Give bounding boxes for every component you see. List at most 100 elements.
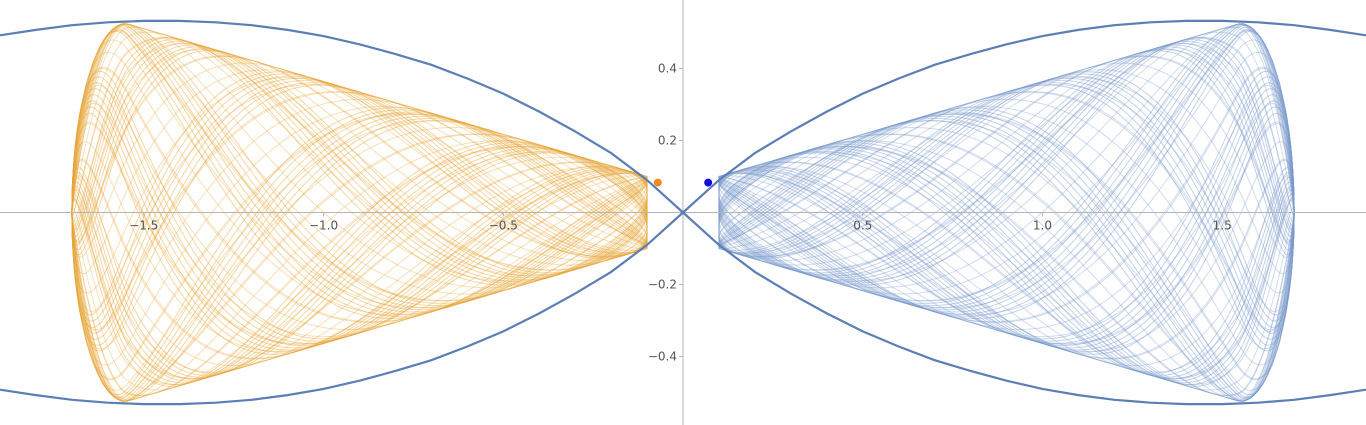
trajectory-line: [71, 23, 648, 311]
trajectory-line: [71, 140, 648, 401]
trajectory-line: [71, 118, 648, 402]
trajectory-line: [718, 88, 1295, 346]
trajectory-line: [718, 94, 1295, 349]
trajectory-line: [71, 169, 648, 367]
trajectory-line: [71, 49, 648, 262]
trajectory-line: [71, 42, 648, 281]
trajectory-line: [718, 165, 1295, 373]
trajectory-line: [718, 169, 1295, 367]
trajectory-line: [71, 100, 648, 351]
trajectory-line: [71, 37, 648, 286]
trajectory-line: [71, 69, 648, 275]
trajectory-line: [718, 69, 1295, 275]
trajectory-line: [718, 37, 1295, 286]
trajectory-line: [718, 91, 1295, 332]
trajectory-line: [71, 36, 648, 271]
trajectory-line: [71, 82, 648, 346]
trajectory-line: [718, 76, 1295, 294]
trajectory-line: [71, 165, 648, 373]
trajectory-line: [718, 113, 1295, 381]
trajectory-line: [71, 141, 648, 352]
trajectory-line: [718, 31, 1295, 319]
trajectory-line: [718, 80, 1295, 340]
trajectory-line: [718, 23, 1295, 304]
trajectory-line: [718, 159, 1295, 360]
y-tick-label: 0.4: [658, 61, 677, 75]
trajectory-line: [71, 24, 648, 295]
y-tick-label: 0.2: [658, 133, 677, 147]
trajectory-line: [71, 150, 648, 376]
trajectory-line: [718, 158, 1295, 359]
position-marker: [653, 178, 662, 187]
x-tick-label: −1.5: [129, 219, 158, 233]
trajectory-line: [71, 46, 648, 277]
trajectory-line: [71, 145, 648, 382]
trajectory-line: [718, 120, 1295, 391]
trajectory-series: [71, 23, 648, 402]
trajectory-line: [718, 23, 1295, 311]
trajectory-line: [718, 140, 1295, 387]
trajectory-line: [71, 67, 648, 323]
trajectory-line: [71, 51, 648, 316]
trajectory-line: [71, 31, 648, 319]
trajectory-line: [718, 75, 1295, 328]
trajectory-line: [718, 24, 1295, 295]
trajectory-line: [71, 75, 648, 328]
trajectory-line: [718, 66, 1295, 323]
trajectory-line: [718, 112, 1295, 380]
trajectory-line: [71, 91, 648, 332]
trajectory-line: [71, 23, 648, 307]
trajectory-line: [718, 149, 1295, 378]
trajectory-line: [71, 29, 648, 302]
trajectory-line: [71, 62, 648, 259]
trajectory-line: [718, 100, 1295, 351]
trajectory-line: [718, 105, 1295, 366]
trajectory-line: [718, 49, 1295, 262]
trajectory-line: [71, 31, 648, 277]
trajectory-line: [718, 55, 1295, 258]
trajectory-line: [71, 73, 648, 322]
trajectory-line: [71, 94, 648, 349]
trajectory-line: [718, 118, 1295, 402]
trajectory-line: [718, 67, 1295, 323]
boundary-curve: [682, 211, 1366, 406]
trajectory-line: [718, 70, 1295, 340]
x-tick-label: 1.0: [1033, 219, 1052, 233]
trajectory-line: [71, 140, 648, 387]
trajectory-line: [718, 40, 1295, 282]
trajectory-line: [71, 98, 648, 350]
trajectory-line: [71, 149, 648, 378]
trajectory-line: [718, 39, 1295, 309]
trajectory-line: [71, 39, 648, 284]
tick-labels: −1.5 −1.0 −0.5 0.5 1.0 1.5 0.4 0.2 −0.2 −0.4: [129, 61, 1232, 363]
trajectory-line: [71, 113, 648, 381]
trajectory-line: [71, 39, 648, 309]
trajectory-line: [718, 143, 1295, 384]
trajectory-line: [71, 76, 648, 294]
trajectory-line: [718, 141, 1295, 352]
trajectory-line: [718, 106, 1295, 353]
trajectory-line: [71, 70, 648, 340]
trajectory-line: [718, 98, 1295, 350]
trajectory-line: [71, 147, 648, 380]
trajectory-line: [71, 55, 648, 258]
trajectory-line: [718, 145, 1295, 396]
trajectory-line: [71, 23, 648, 309]
trajectory-line: [718, 107, 1295, 396]
position-marker: [704, 178, 713, 187]
trajectory-line: [718, 150, 1295, 376]
trajectory-line: [718, 146, 1295, 396]
trajectory-envelope: [718, 23, 1295, 402]
trajectory-line: [71, 55, 648, 257]
trajectory-line: [718, 82, 1295, 346]
trajectory-line: [71, 119, 648, 402]
trajectory-line: [718, 50, 1295, 274]
trajectory-line: [71, 48, 648, 275]
trajectory-line: [718, 84, 1295, 331]
trajectory-line: [718, 31, 1295, 277]
x-tick-label: 1.5: [1213, 219, 1232, 233]
trajectory-line: [718, 48, 1295, 275]
trajectory-line: [71, 145, 648, 396]
boundary-curves: [0, 19, 1366, 406]
trajectory-line: [718, 36, 1295, 271]
